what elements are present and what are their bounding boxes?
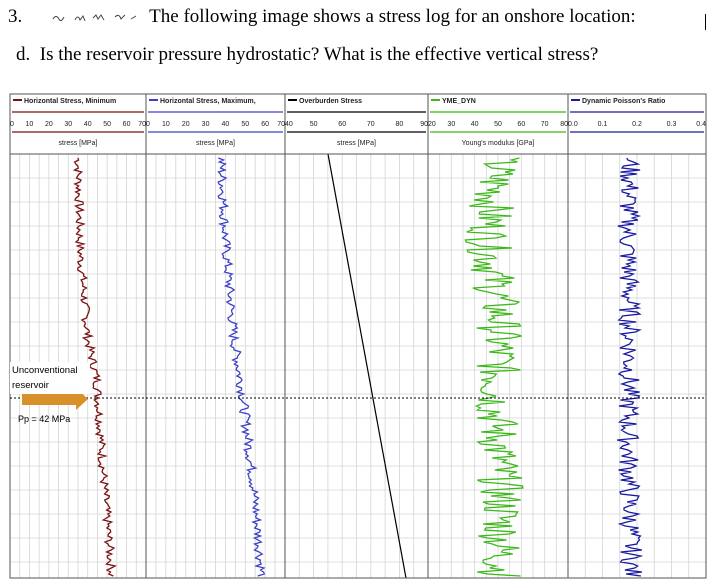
track-legend: Overburden Stress xyxy=(299,98,362,105)
question-intro: The following image shows a stress log f… xyxy=(149,6,636,27)
annotation-pressure: Pp = 42 MPa xyxy=(18,414,70,424)
text-cursor xyxy=(705,14,706,30)
max-horizontal-stress-curve xyxy=(217,157,266,577)
track-tick-label: 60 xyxy=(517,121,525,128)
track-tick-label: 0 xyxy=(10,121,14,128)
question-number: 3. xyxy=(8,6,23,27)
track-tick-label: 70 xyxy=(541,121,549,128)
grid-lines xyxy=(10,154,706,578)
track-tick-label: 60 xyxy=(338,121,346,128)
min-horizontal-stress-curve xyxy=(72,157,117,577)
log-curves xyxy=(72,153,644,579)
track-tick-label: 0.0 xyxy=(568,121,578,128)
question-intro-line: 3. The following image shows a stress lo… xyxy=(8,6,636,28)
annotation-reservoir-line2: reservoir xyxy=(12,380,49,391)
track-tick-label: 40 xyxy=(84,121,92,128)
track-tick-label: 80 xyxy=(560,121,568,128)
question-part-text: Is the reservoir pressure hydrostatic? W… xyxy=(39,44,599,65)
handwritten-scribble xyxy=(52,13,137,21)
track-legend: Horizontal Stress, Maximum, xyxy=(160,98,256,105)
track-axis-title: Young's modulus [GPa] xyxy=(462,140,535,147)
track-frame xyxy=(567,93,707,579)
track-tick-label: 70 xyxy=(277,121,285,128)
track-tick-label: 70 xyxy=(138,121,146,128)
track-legend: Horizontal Stress, Minimum xyxy=(24,98,116,105)
overburden-stress-curve xyxy=(327,153,407,579)
track-tick-label: 60 xyxy=(261,121,269,128)
annotation-reservoir-line1: Unconventional xyxy=(12,365,78,376)
stress-log-figure: Horizontal Stress, Minimum 0 10 20 30 40 50 60 7… xyxy=(9,93,707,579)
annotation-bg xyxy=(10,362,90,394)
youngs-modulus-curve xyxy=(464,157,524,577)
track-tick-label: 0.1 xyxy=(598,121,608,128)
track-tick-label: 10 xyxy=(162,121,170,128)
track-legend: Dynamic Poisson's Ratio xyxy=(582,98,665,105)
question-part-line: d. Is the reservoir pressure hydrostatic… xyxy=(16,44,598,66)
track-tick-label: 50 xyxy=(103,121,111,128)
track-axis-title: stress [MPa] xyxy=(337,140,376,147)
track-headers: Horizontal Stress, Minimum 0 10 20 30 40 50 60 7… xyxy=(10,98,706,147)
track-tick-label: 60 xyxy=(123,121,131,128)
track-tick-label: 50 xyxy=(494,121,502,128)
question-part-label: d. xyxy=(16,44,31,65)
track-tick-label: 0.3 xyxy=(667,121,677,128)
track-tick-label: 40 xyxy=(285,121,293,128)
track-tick-label: 40 xyxy=(471,121,479,128)
track-tick-label: 50 xyxy=(310,121,318,128)
track-tick-label: 20 xyxy=(45,121,53,128)
track-tick-label: 40 xyxy=(222,121,230,128)
track-tick-label: 30 xyxy=(202,121,210,128)
poissons-ratio-curve xyxy=(617,157,644,577)
track-tick-label: 20 xyxy=(428,121,436,128)
track-tick-label: 70 xyxy=(367,121,375,128)
track-tick-label: 20 xyxy=(182,121,190,128)
track-axis-title: stress [MPa] xyxy=(196,140,235,147)
track-legend: YME_DYN xyxy=(442,98,476,105)
track-tick-label: 80 xyxy=(396,121,404,128)
track-tick-label: 0.2 xyxy=(632,121,642,128)
track-tick-label: 50 xyxy=(241,121,249,128)
track-tick-label: 0 xyxy=(146,121,150,128)
track-axis-title: stress [MPa] xyxy=(59,140,98,147)
track-tick-label: 10 xyxy=(26,121,34,128)
track-frames xyxy=(9,93,707,579)
track-tick-label: 90 xyxy=(420,121,428,128)
track-tick-label: 30 xyxy=(64,121,72,128)
track-tick-label: 30 xyxy=(447,121,455,128)
track-tick-label: 0.4 xyxy=(696,121,706,128)
